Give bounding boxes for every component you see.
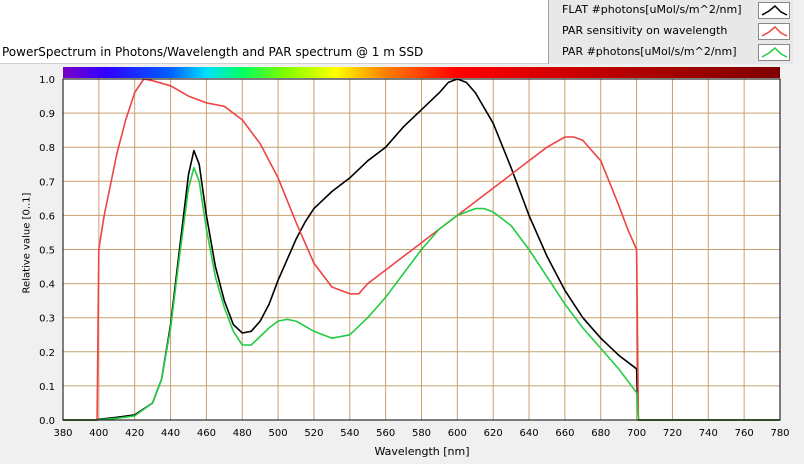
y-tick-label: 0.9 (39, 109, 55, 120)
legend-label: FLAT #photons[uMol/s/m^2/nm] (562, 3, 742, 16)
line-swatch-icon (758, 44, 790, 61)
x-tick-label: 740 (699, 428, 718, 439)
legend-item-flat-photons: FLAT #photons[uMol/s/m^2/nm] (549, 0, 793, 21)
x-tick-label: 700 (627, 428, 646, 439)
title-bar: PowerSpectrum in Photons/Wavelength and … (0, 0, 548, 64)
x-axis-title: Wavelength [nm] (374, 445, 470, 458)
legend-label: PAR sensitivity on wavelength (562, 24, 728, 37)
series-line-3 (63, 166, 780, 421)
series-line-2 (63, 78, 780, 421)
y-tick-label: 0.5 (39, 246, 55, 257)
y-tick-label: 0.1 (39, 382, 55, 393)
x-tick-label: 540 (340, 428, 359, 439)
legend: FLAT #photons[uMol/s/m^2/nm] PAR sensiti… (548, 0, 793, 64)
line-swatch-icon (758, 23, 790, 40)
x-tick-label: 680 (591, 428, 610, 439)
x-tick-label: 520 (304, 428, 323, 439)
x-tick-label: 660 (555, 428, 574, 439)
x-tick-label: 380 (53, 428, 72, 439)
tick-labels: 380 400 420 440 460 480 500 520 540 560 580 600 620 6… (39, 75, 789, 439)
plot-frame (62, 78, 781, 421)
y-axis-title: Relative value [0..1] (21, 192, 33, 294)
x-tick-label: 720 (663, 428, 682, 439)
y-tick-label: 0.6 (39, 211, 55, 222)
x-tick-label: 400 (89, 428, 108, 439)
x-tick-label: 480 (233, 428, 252, 439)
x-tick-label: 640 (520, 428, 539, 439)
x-tick-label: 760 (735, 428, 754, 439)
x-tick-label: 600 (448, 428, 467, 439)
x-tick-label: 560 (376, 428, 395, 439)
x-tick-label: 620 (484, 428, 503, 439)
chart-title: PowerSpectrum in Photons/Wavelength and … (2, 45, 424, 59)
legend-label: PAR #photons[uMol/s/m^2/nm] (562, 45, 737, 58)
x-tick-label: 500 (269, 428, 288, 439)
x-tick-label: 580 (412, 428, 431, 439)
y-tick-label: 0.3 (39, 314, 55, 325)
x-tick-label: 440 (161, 428, 180, 439)
series-layer (63, 78, 780, 421)
x-tick-label: 780 (770, 428, 789, 439)
y-tick-label: 1.0 (39, 75, 55, 86)
y-tick-label: 0.7 (39, 177, 55, 188)
x-tick-label: 460 (197, 428, 216, 439)
y-tick-label: 0.0 (39, 416, 55, 427)
line-swatch-icon (758, 2, 790, 19)
y-tick-label: 0.2 (39, 348, 55, 359)
y-tick-label: 0.4 (39, 280, 55, 291)
spectrum-color-bar (63, 67, 780, 78)
y-tick-label: 0.8 (39, 143, 55, 154)
legend-item-par-photons: PAR #photons[uMol/s/m^2/nm] (549, 42, 793, 63)
legend-item-par-sensitivity: PAR sensitivity on wavelength (549, 21, 793, 42)
x-tick-label: 420 (125, 428, 144, 439)
